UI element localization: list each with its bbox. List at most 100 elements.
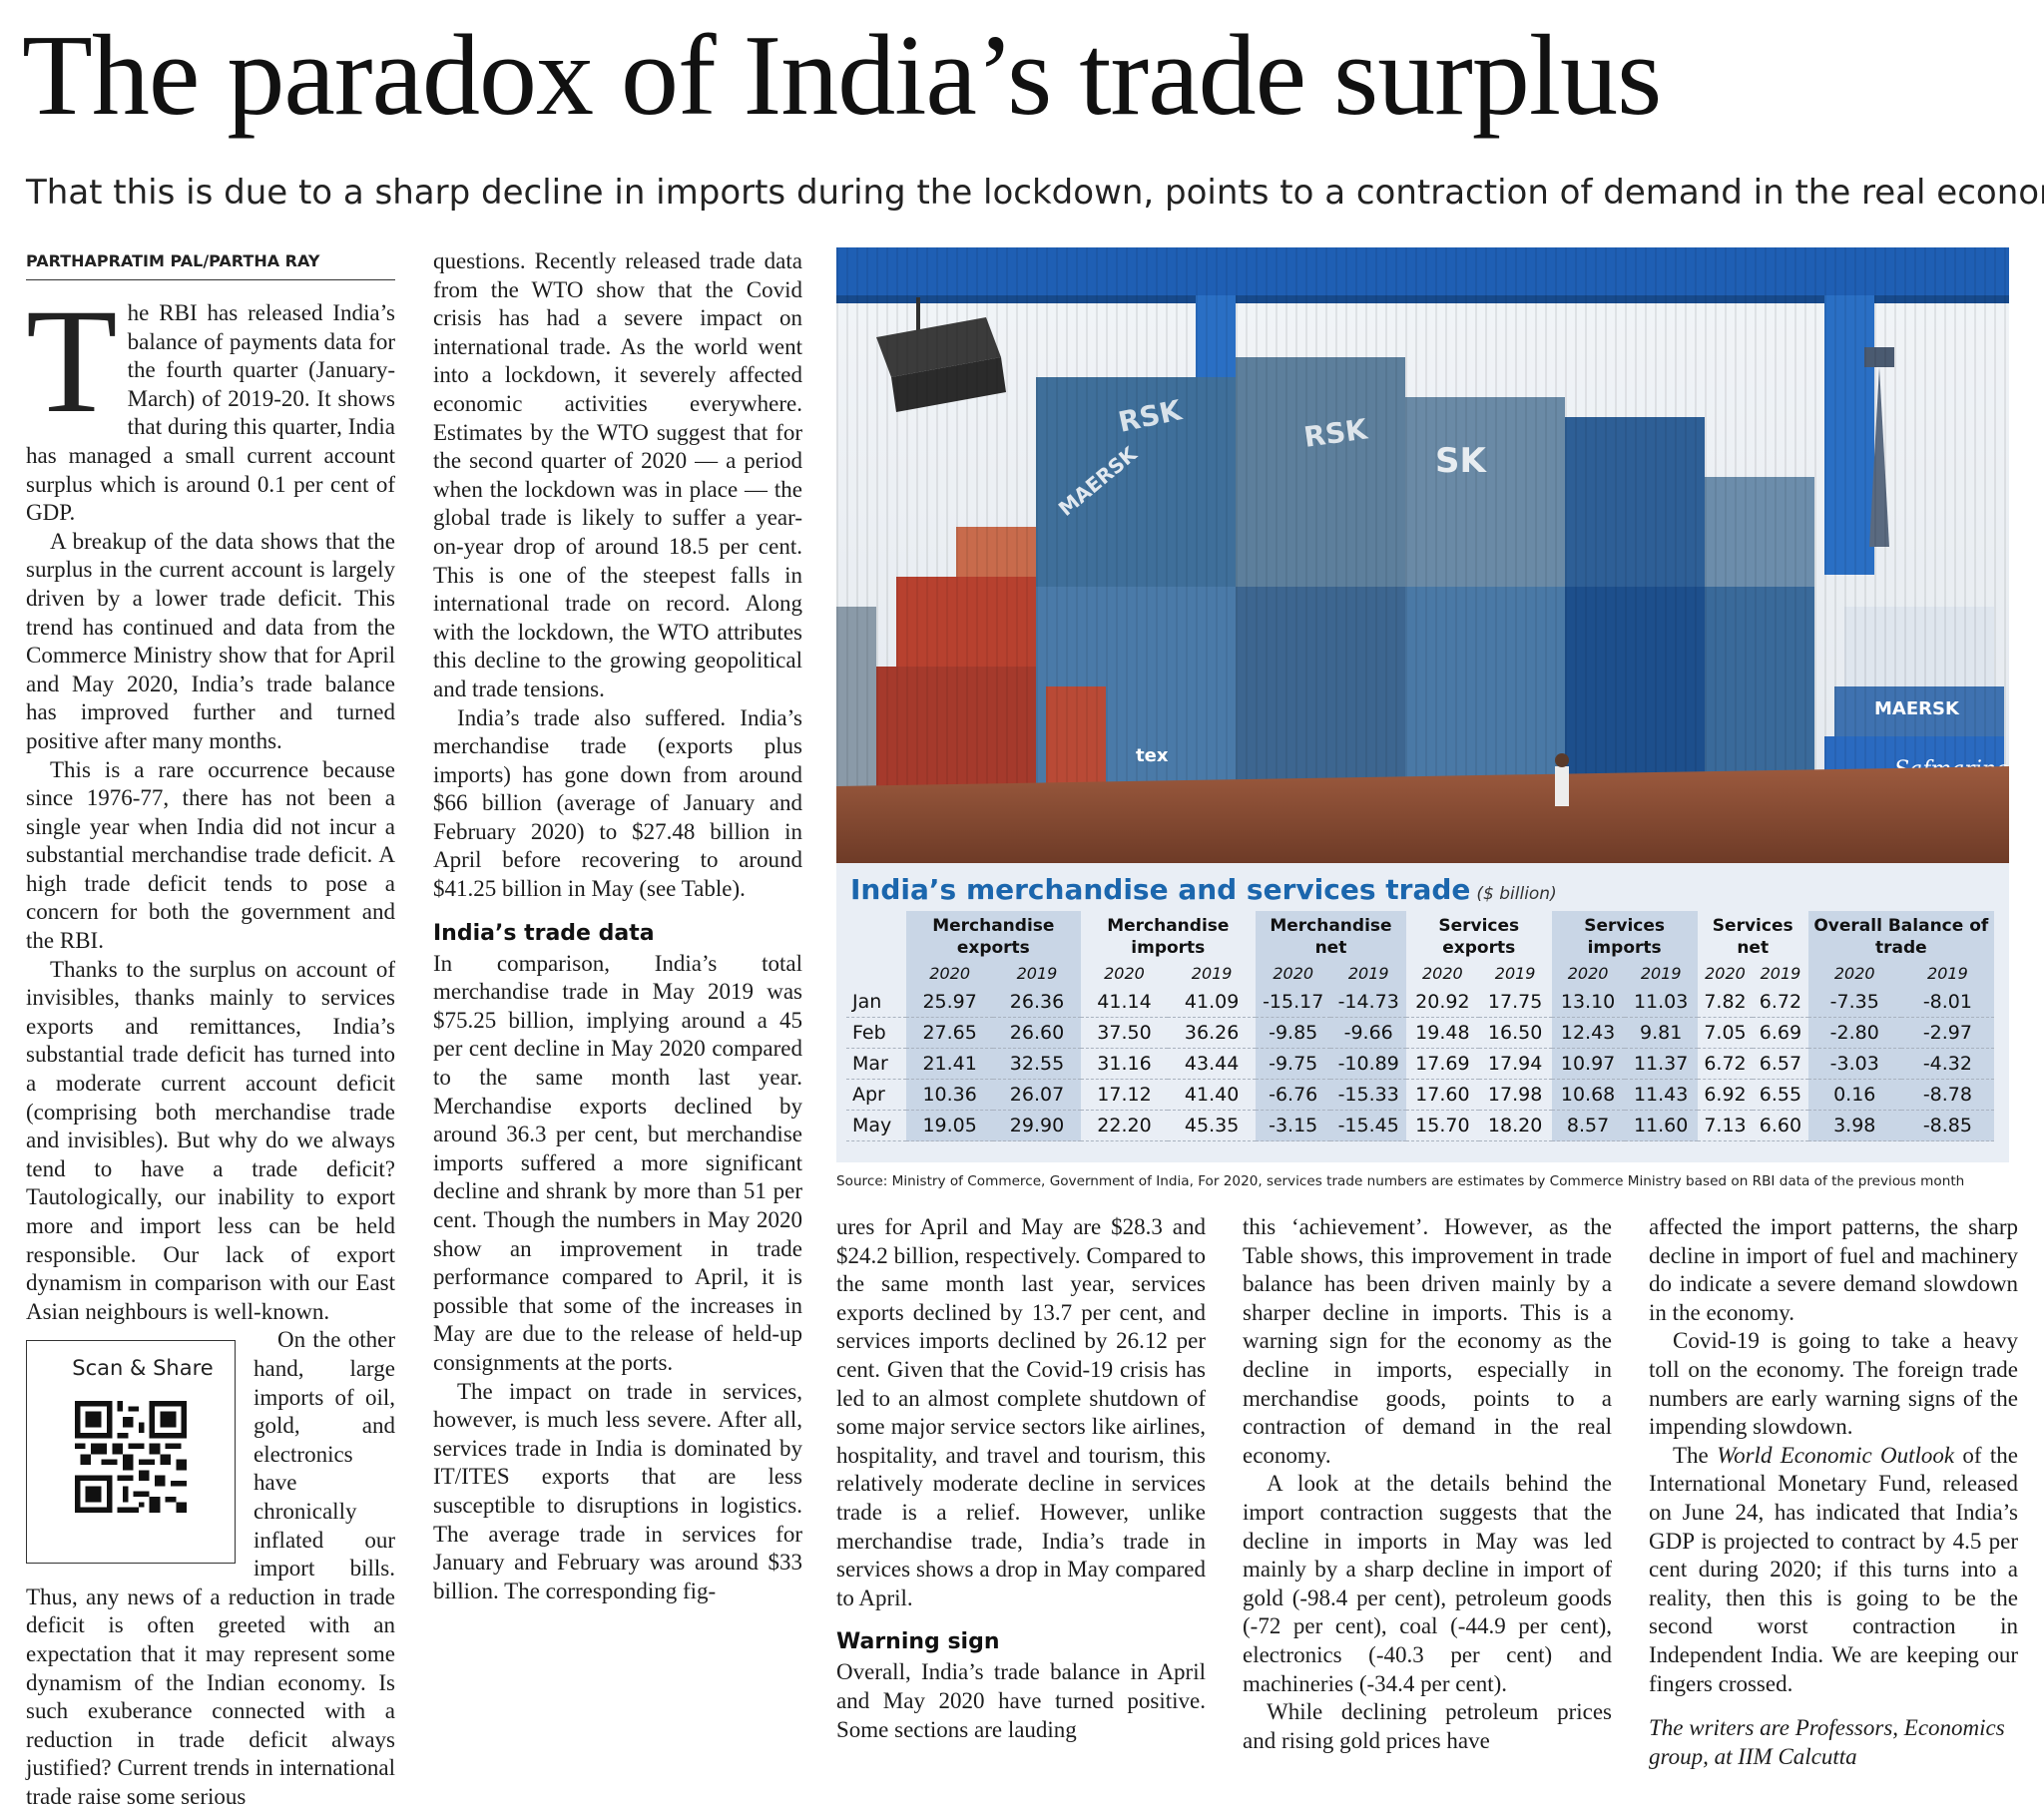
value-cell: 3.98 bbox=[1807, 1110, 1901, 1141]
column-group-header: Services imports bbox=[1551, 911, 1698, 961]
scan-share-label: Scan & Share bbox=[72, 1356, 214, 1381]
value-cell: 19.48 bbox=[1405, 1017, 1479, 1049]
drop-cap: T bbox=[26, 278, 118, 444]
value-cell: 6.72 bbox=[1753, 987, 1808, 1018]
value-cell: 17.98 bbox=[1478, 1079, 1552, 1111]
value-cell: 20.92 bbox=[1405, 987, 1479, 1018]
value-cell: 6.55 bbox=[1753, 1079, 1808, 1111]
year-header: 2020 bbox=[1421, 964, 1463, 983]
value-cell: -4.32 bbox=[1900, 1048, 1994, 1080]
value-cell: 36.26 bbox=[1168, 1017, 1256, 1049]
value-cell: 31.16 bbox=[1080, 1048, 1169, 1080]
column-group-header: Merchandise net bbox=[1255, 911, 1406, 961]
author-note: The writers are Professors, Economics gr… bbox=[1649, 1715, 2005, 1769]
value-cell: 10.97 bbox=[1551, 1048, 1625, 1080]
value-cell: 41.40 bbox=[1168, 1079, 1256, 1111]
qr-code-icon[interactable] bbox=[75, 1401, 187, 1514]
paragraph: While declining petroleum prices and ris… bbox=[1243, 1699, 1612, 1753]
value-cell: 25.97 bbox=[906, 987, 994, 1018]
subhead: India’s trade data bbox=[433, 920, 655, 946]
value-cell: 6.72 bbox=[1697, 1048, 1754, 1080]
month-cell: Feb bbox=[846, 1017, 906, 1049]
value-cell: -9.85 bbox=[1255, 1017, 1331, 1049]
value-cell: 13.10 bbox=[1551, 987, 1625, 1018]
value-cell: -6.76 bbox=[1255, 1079, 1331, 1111]
value-cell: -10.89 bbox=[1330, 1048, 1406, 1080]
month-cell: May bbox=[846, 1110, 906, 1141]
container-port-photo: RSK RSK SK MAERSK MAERSK tex Safmarine bbox=[836, 247, 2009, 863]
value-cell: 22.20 bbox=[1080, 1110, 1169, 1141]
scan-share-box[interactable]: Scan & Share bbox=[26, 1340, 236, 1565]
paragraph: In comparison, India’s total merchandise… bbox=[433, 950, 802, 1375]
value-cell: 9.81 bbox=[1624, 1017, 1698, 1049]
value-cell: 15.70 bbox=[1405, 1110, 1479, 1141]
crate-label: SK bbox=[1435, 441, 1487, 481]
column-group-header: Merchandise exports bbox=[906, 911, 1081, 961]
value-cell: 19.05 bbox=[906, 1110, 994, 1141]
value-cell: 17.12 bbox=[1080, 1079, 1169, 1111]
value-cell: 17.69 bbox=[1405, 1048, 1479, 1080]
byline: PARTHAPRATIM PAL/PARTHA RAY bbox=[26, 251, 395, 280]
trade-table: Merchandise exports Merchandise imports Me… bbox=[846, 911, 1994, 1141]
year-header: 2020 bbox=[1551, 961, 1625, 987]
trade-table-panel: India’s merchandise and services trade ($… bbox=[836, 863, 2009, 1162]
header-blank bbox=[846, 911, 906, 961]
value-cell: 6.57 bbox=[1753, 1048, 1808, 1080]
paragraph: A breakup of the data shows that the sur… bbox=[26, 528, 395, 753]
value-cell: 21.41 bbox=[906, 1048, 994, 1080]
value-cell: 7.13 bbox=[1697, 1110, 1754, 1141]
year-header: 2020 bbox=[1705, 964, 1746, 983]
article-column-2: questions. Recently released trade data … bbox=[433, 247, 802, 1605]
paragraph: Overall, India’s trade balance in April … bbox=[836, 1659, 1206, 1742]
value-cell: 26.36 bbox=[993, 987, 1081, 1018]
column-group-header: Services exports bbox=[1438, 916, 1520, 958]
value-cell: 6.60 bbox=[1753, 1110, 1808, 1141]
value-cell: -8.78 bbox=[1900, 1079, 1994, 1111]
table-row: Apr 10.36 26.07 17.12 41.40 -6.76 -15.33 17.60 1… bbox=[846, 1079, 1994, 1111]
paragraph: India’s trade also suffered. India’s mer… bbox=[433, 704, 802, 902]
year-header: 2019 bbox=[1900, 961, 1994, 987]
value-cell: -2.80 bbox=[1807, 1017, 1901, 1049]
table-unit: ($ billion) bbox=[1476, 884, 1557, 904]
paragraph: Scan & Share On the other hand, large im… bbox=[26, 1327, 395, 1809]
year-header: 2019 bbox=[1494, 964, 1536, 983]
value-cell: 8.57 bbox=[1551, 1110, 1625, 1141]
value-cell: 26.60 bbox=[993, 1017, 1081, 1049]
value-cell: -7.35 bbox=[1807, 987, 1901, 1018]
header-blank bbox=[846, 961, 906, 987]
table-title: India’s merchandise and services trade ($… bbox=[850, 873, 1557, 906]
headline: The paradox of India’s trade surplus bbox=[22, 12, 1662, 140]
month-cell: Mar bbox=[846, 1048, 906, 1080]
column-group-header: Merchandise imports bbox=[1107, 916, 1230, 958]
article-column-3: ures for April and May are $28.3 and $24… bbox=[836, 1213, 1206, 1744]
table-row: May 19.05 29.90 22.20 45.35 -3.15 -15.45 15.70 1… bbox=[846, 1110, 1994, 1141]
value-cell: -14.73 bbox=[1330, 987, 1406, 1018]
year-header: 2020 bbox=[906, 961, 994, 987]
standfirst: That this is due to a sharp decline in i… bbox=[26, 173, 2044, 213]
value-cell: -8.01 bbox=[1900, 987, 1994, 1018]
value-cell: 7.05 bbox=[1697, 1017, 1754, 1049]
value-cell: -15.45 bbox=[1330, 1110, 1406, 1141]
year-header: 2020 bbox=[1807, 961, 1901, 987]
value-cell: 10.36 bbox=[906, 1079, 994, 1111]
column-group-header: Services net bbox=[1712, 916, 1793, 958]
crate-label: MAERSK bbox=[1874, 698, 1960, 719]
year-header: 2020 bbox=[1255, 961, 1331, 987]
value-cell: -9.75 bbox=[1255, 1048, 1331, 1080]
table-row: Jan 25.97 26.36 41.14 41.09 -15.17 -14.73 20.92… bbox=[846, 987, 1994, 1018]
paragraph: questions. Recently released trade data … bbox=[433, 248, 802, 701]
value-cell: 16.50 bbox=[1478, 1017, 1552, 1049]
value-cell: 7.82 bbox=[1697, 987, 1754, 1018]
value-cell: 27.65 bbox=[906, 1017, 994, 1049]
value-cell: 41.09 bbox=[1168, 987, 1256, 1018]
paragraph: This is a rare occurrence because since … bbox=[26, 756, 395, 954]
value-cell: 12.43 bbox=[1551, 1017, 1625, 1049]
paragraph: A look at the details behind the import … bbox=[1243, 1471, 1612, 1696]
paragraph: Covid-19 is going to take a heavy toll o… bbox=[1649, 1328, 2018, 1440]
table-row: Mar 21.41 32.55 31.16 43.44 -9.75 -10.89 17.69 1… bbox=[846, 1048, 1994, 1080]
paragraph: The World Economic Outlook of the Intern… bbox=[1649, 1442, 2018, 1696]
value-cell: 17.60 bbox=[1405, 1079, 1479, 1111]
value-cell: -3.15 bbox=[1255, 1110, 1331, 1141]
